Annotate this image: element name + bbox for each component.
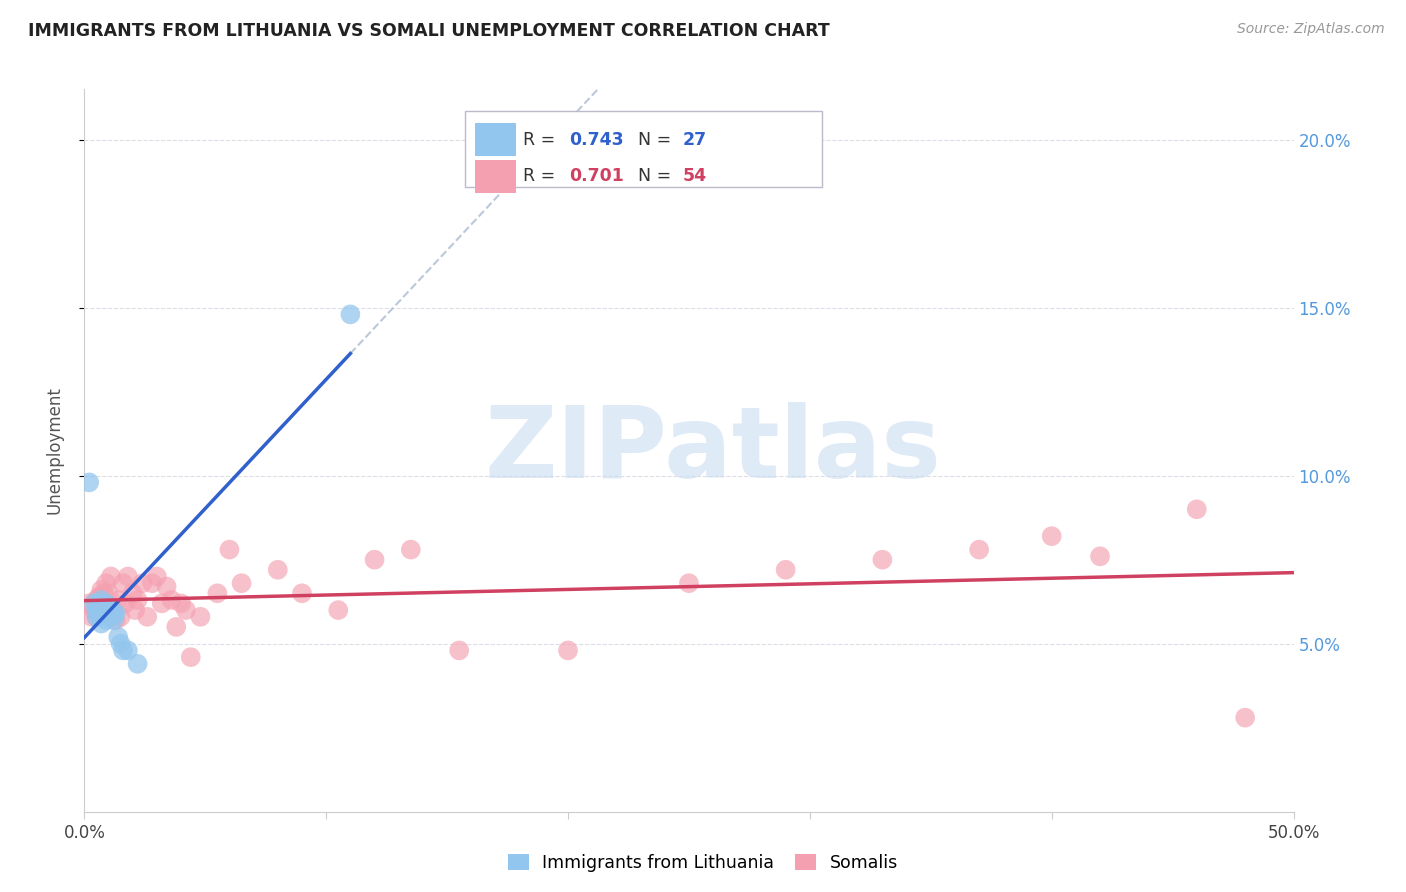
Text: 27: 27	[683, 131, 707, 149]
Text: 0.701: 0.701	[569, 167, 624, 186]
Point	[165, 620, 187, 634]
Point	[124, 603, 146, 617]
Point	[328, 603, 350, 617]
Point	[1185, 502, 1208, 516]
Point	[107, 630, 129, 644]
Point	[97, 607, 120, 621]
Point	[131, 576, 153, 591]
Text: R =: R =	[523, 131, 561, 149]
Point	[127, 593, 149, 607]
Point	[170, 596, 193, 610]
Text: 54: 54	[683, 167, 707, 186]
Point	[127, 657, 149, 671]
Point	[207, 586, 229, 600]
Point	[363, 552, 385, 566]
Text: N =: N =	[638, 167, 676, 186]
Point	[218, 542, 240, 557]
Point	[1234, 711, 1257, 725]
Point	[678, 576, 700, 591]
Point	[1040, 529, 1063, 543]
Point	[267, 563, 290, 577]
Point	[775, 563, 797, 577]
Point	[93, 599, 115, 614]
Text: IMMIGRANTS FROM LITHUANIA VS SOMALI UNEMPLOYMENT CORRELATION CHART: IMMIGRANTS FROM LITHUANIA VS SOMALI UNEM…	[28, 22, 830, 40]
Point	[87, 596, 110, 610]
Point	[100, 609, 122, 624]
Point	[86, 609, 108, 624]
Point	[83, 596, 105, 610]
Point	[103, 603, 125, 617]
Point	[94, 596, 117, 610]
Point	[104, 607, 127, 621]
Point	[155, 580, 177, 594]
Point	[339, 307, 361, 321]
Point	[146, 569, 169, 583]
Point	[160, 593, 183, 607]
Point	[97, 599, 120, 614]
Point	[86, 609, 108, 624]
FancyBboxPatch shape	[465, 111, 823, 186]
Text: 0.743: 0.743	[569, 131, 624, 149]
Point	[399, 542, 422, 557]
Point	[1088, 549, 1111, 564]
Point	[291, 586, 314, 600]
Point	[90, 582, 112, 597]
Point	[967, 542, 990, 557]
Point	[872, 552, 894, 566]
Point	[93, 607, 115, 621]
Point	[97, 586, 120, 600]
Point	[87, 590, 110, 604]
Point	[93, 586, 115, 600]
Point	[180, 650, 202, 665]
Text: Source: ZipAtlas.com: Source: ZipAtlas.com	[1237, 22, 1385, 37]
Point	[90, 593, 112, 607]
Point	[93, 596, 115, 610]
Y-axis label: Unemployment: Unemployment	[45, 386, 63, 515]
FancyBboxPatch shape	[475, 160, 516, 193]
Point	[87, 607, 110, 621]
Point	[80, 609, 103, 624]
Point	[449, 643, 471, 657]
Point	[231, 576, 253, 591]
Point	[110, 637, 132, 651]
Point	[104, 613, 127, 627]
Point	[121, 586, 143, 600]
Point	[136, 609, 159, 624]
Point	[94, 576, 117, 591]
Text: R =: R =	[523, 167, 561, 186]
FancyBboxPatch shape	[475, 123, 516, 156]
Point	[112, 643, 135, 657]
Point	[100, 569, 122, 583]
Point	[117, 569, 139, 583]
Point	[100, 603, 122, 617]
Point	[77, 596, 100, 610]
Point	[86, 603, 108, 617]
Point	[557, 643, 579, 657]
Point	[86, 593, 108, 607]
Point	[117, 643, 139, 657]
Point	[90, 616, 112, 631]
Point	[94, 613, 117, 627]
Point	[114, 596, 136, 610]
Point	[87, 603, 110, 617]
Point	[112, 576, 135, 591]
Point	[77, 475, 100, 490]
Legend: Immigrants from Lithuania, Somalis: Immigrants from Lithuania, Somalis	[501, 847, 905, 879]
Point	[174, 603, 197, 617]
Point	[103, 613, 125, 627]
Point	[103, 607, 125, 621]
Text: N =: N =	[638, 131, 676, 149]
Text: ZIPatlas: ZIPatlas	[485, 402, 942, 499]
Point	[90, 603, 112, 617]
Point	[190, 609, 212, 624]
Point	[110, 609, 132, 624]
Point	[107, 593, 129, 607]
Point	[141, 576, 163, 591]
Point	[83, 603, 105, 617]
Point	[94, 603, 117, 617]
Point	[150, 596, 173, 610]
Point	[97, 599, 120, 614]
